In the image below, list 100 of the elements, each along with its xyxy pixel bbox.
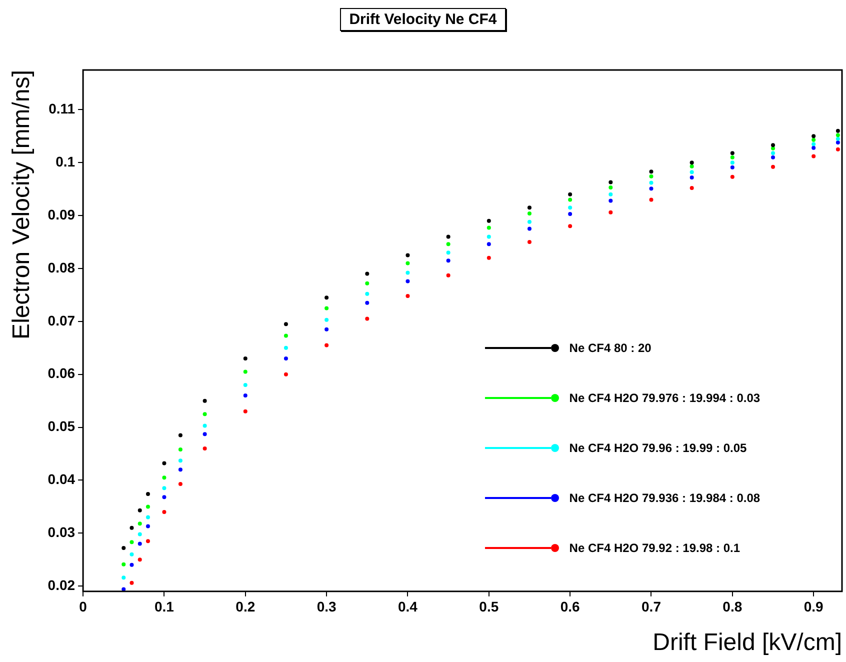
point	[527, 240, 532, 244]
point	[138, 542, 142, 546]
y-tick-label: 0.07	[48, 312, 76, 328]
legend-label: Ne CF4 80 : 20	[569, 341, 652, 356]
x-tick-label: 0.1	[154, 598, 174, 615]
x-tick-label: 0.3	[316, 598, 337, 615]
y-tick-label: 0.08	[48, 259, 76, 276]
point	[771, 146, 776, 150]
point	[324, 327, 329, 332]
x-tick-label: 0.6	[560, 598, 580, 615]
point	[649, 180, 654, 185]
point	[608, 180, 613, 184]
y-tick-label: 0.02	[48, 576, 76, 593]
point	[730, 160, 734, 165]
point	[690, 170, 694, 174]
point	[649, 186, 654, 191]
point	[486, 256, 491, 260]
point	[162, 461, 166, 466]
point	[608, 186, 613, 190]
point	[202, 412, 207, 416]
point	[130, 540, 134, 544]
point	[608, 210, 613, 214]
point	[324, 306, 329, 310]
point	[122, 562, 126, 566]
point	[178, 433, 182, 438]
point	[178, 468, 182, 472]
point	[649, 174, 654, 178]
point	[812, 146, 816, 150]
point	[162, 486, 166, 490]
point	[284, 356, 288, 360]
point	[365, 292, 370, 296]
point	[284, 346, 288, 350]
legend-label: Ne CF4 H2O 79.96 : 19.99 : 0.05	[569, 441, 747, 456]
point	[608, 198, 613, 203]
point	[568, 224, 572, 228]
point	[812, 154, 816, 158]
point	[568, 206, 572, 210]
y-tick-label: 0.05	[48, 418, 76, 434]
point	[446, 258, 450, 263]
point	[365, 281, 370, 286]
point	[202, 398, 207, 403]
point	[202, 432, 207, 436]
point	[527, 220, 532, 224]
point	[178, 448, 182, 452]
point	[690, 160, 694, 165]
point	[324, 343, 329, 348]
point	[486, 234, 491, 239]
point	[138, 508, 142, 512]
point	[730, 155, 734, 160]
point	[446, 250, 450, 255]
y-axis-title: Electron Velocity [mm/ns]	[8, 70, 36, 340]
point	[162, 476, 166, 480]
legend-label: Ne CF4 H2O 79.936 : 19.984 : 0.08	[569, 491, 760, 506]
point	[486, 226, 491, 230]
point	[406, 294, 410, 298]
point	[771, 155, 776, 160]
point	[730, 151, 734, 156]
x-tick-label: 0.8	[722, 598, 742, 615]
point	[812, 138, 816, 142]
point	[690, 164, 694, 168]
point	[836, 140, 840, 145]
point	[649, 170, 654, 174]
legend-label: Ne CF4 H2O 79.92 : 19.98 : 0.1	[569, 541, 740, 556]
x-tick-label: 0.9	[804, 598, 824, 615]
point	[527, 206, 532, 210]
point	[324, 296, 329, 300]
point	[836, 133, 840, 138]
point	[130, 552, 134, 556]
point	[486, 218, 491, 223]
point	[730, 165, 734, 170]
point	[130, 562, 134, 567]
point	[568, 198, 572, 202]
point	[836, 128, 840, 133]
x-tick-label: 0	[79, 598, 88, 615]
point	[406, 253, 410, 258]
point	[771, 151, 776, 156]
x-tick-label: 0.7	[642, 598, 662, 615]
point	[138, 558, 142, 562]
y-tick-label: 0.04	[48, 471, 76, 488]
point	[162, 495, 166, 500]
point	[730, 174, 734, 179]
point	[771, 164, 776, 169]
point	[162, 510, 166, 514]
point	[146, 492, 150, 496]
point	[406, 261, 410, 266]
point	[138, 522, 142, 526]
point	[365, 300, 370, 305]
point	[202, 424, 207, 428]
y-tick-label: 0.11	[48, 100, 76, 117]
point	[527, 226, 532, 231]
y-tick-label: 0.1	[56, 153, 76, 170]
point	[446, 242, 450, 246]
point	[178, 482, 182, 486]
point	[527, 211, 532, 216]
point	[284, 334, 288, 338]
x-tick-label: 0.4	[398, 598, 418, 615]
point	[130, 526, 134, 530]
point	[406, 270, 410, 275]
point	[690, 175, 694, 180]
point	[446, 273, 450, 278]
